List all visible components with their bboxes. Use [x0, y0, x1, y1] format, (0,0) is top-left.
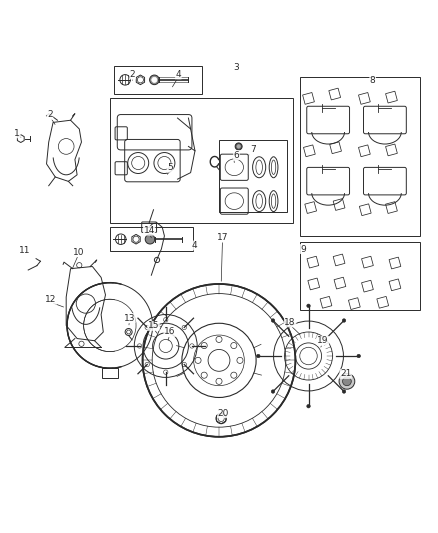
- Text: 6: 6: [233, 151, 239, 160]
- Text: 4: 4: [176, 70, 181, 79]
- Circle shape: [339, 374, 355, 389]
- Circle shape: [342, 390, 346, 393]
- Text: 14: 14: [144, 226, 155, 235]
- Text: 1: 1: [14, 129, 20, 138]
- Text: 3: 3: [233, 63, 239, 72]
- Circle shape: [152, 77, 157, 83]
- Circle shape: [235, 143, 242, 150]
- Text: 10: 10: [73, 248, 84, 256]
- Circle shape: [342, 319, 346, 322]
- Text: 18: 18: [284, 318, 296, 327]
- Text: 2: 2: [47, 110, 53, 119]
- Circle shape: [257, 354, 260, 358]
- Text: 16: 16: [164, 327, 175, 336]
- Circle shape: [271, 319, 275, 322]
- Text: 15: 15: [148, 321, 159, 330]
- Text: 17: 17: [217, 233, 228, 242]
- Text: 5: 5: [167, 163, 173, 172]
- Text: 20: 20: [218, 409, 229, 418]
- Text: 9: 9: [300, 245, 306, 254]
- Text: 8: 8: [370, 76, 375, 85]
- Circle shape: [357, 354, 360, 358]
- Text: 4: 4: [191, 241, 197, 250]
- Circle shape: [237, 144, 240, 148]
- Text: 19: 19: [317, 336, 328, 345]
- Circle shape: [150, 75, 159, 85]
- Text: 7: 7: [250, 145, 256, 154]
- Text: 11: 11: [19, 246, 31, 255]
- Circle shape: [343, 377, 351, 386]
- Text: 21: 21: [340, 369, 351, 378]
- Circle shape: [145, 235, 155, 244]
- Circle shape: [307, 405, 310, 408]
- Text: 12: 12: [45, 295, 57, 304]
- Circle shape: [307, 304, 310, 308]
- Circle shape: [271, 390, 275, 393]
- Text: 13: 13: [124, 313, 135, 322]
- Text: 2: 2: [130, 70, 135, 79]
